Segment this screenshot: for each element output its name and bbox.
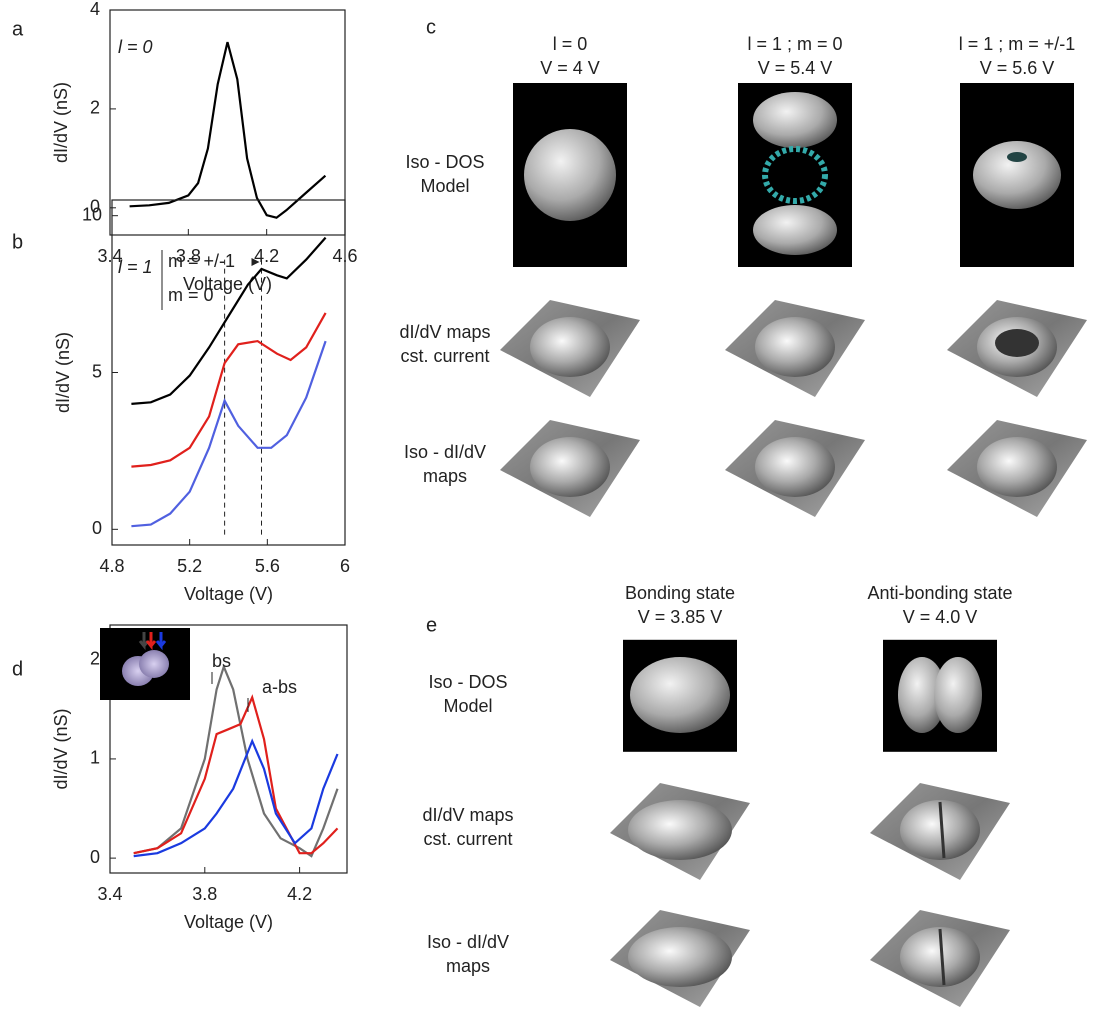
lobe [753,92,837,148]
map-hole [995,329,1039,357]
column-voltage: V = 3.85 V [638,607,723,627]
column-title: Bonding state [625,583,735,603]
data-line [134,697,338,853]
lobe [934,657,982,733]
annotation: m = 0 [168,285,214,305]
column-title: l = 1 ; m = 0 [747,34,842,54]
column-title: Anti-bonding state [867,583,1012,603]
y-axis-label: dI/dV (nS) [51,82,71,163]
row-label: cst. current [400,346,489,366]
y-tick-label: 0 [92,518,102,538]
y-tick-label: 10 [82,204,102,224]
row-label: Iso - DOS [405,152,484,172]
x-axis-label: Voltage (V) [184,912,273,932]
y-tick-label: 2 [90,648,100,668]
panel-label: c [426,16,436,38]
row-label: maps [423,466,467,486]
y-tick-label: 0 [90,847,100,867]
data-line [130,42,326,218]
map-bump [530,317,610,377]
lobe [630,657,730,733]
x-tick-label: 5.6 [255,556,280,576]
map-bump [755,317,835,377]
column-title: l = 0 [553,34,588,54]
map-bump [530,437,610,497]
y-axis-label: dI/dV (nS) [53,332,73,413]
column-voltage: V = 5.6 V [980,58,1055,78]
y-tick-label: 2 [90,98,100,118]
figure: a3.43.84.24.6024Voltage (V)dI/dV (nS)l =… [0,0,1119,1011]
annotation: bs [212,651,231,671]
x-tick-label: 4.8 [99,556,124,576]
annotation: l = 1 [118,257,153,277]
hole [1007,152,1027,162]
row-label: maps [446,956,490,976]
row-label: dI/dV maps [399,322,490,342]
row-label: Iso - dI/dV [404,442,486,462]
map-bump [628,927,732,987]
row-label: Model [420,176,469,196]
x-tick-label: 3.4 [97,884,122,904]
row-label: dI/dV maps [422,805,513,825]
lobe [524,129,616,221]
panel-label: d [12,658,23,680]
data-line [131,313,325,467]
y-tick-label: 4 [90,0,100,19]
data-line [134,741,338,856]
column-voltage: V = 4.0 V [903,607,978,627]
annotation: a-bs [262,677,297,697]
map-bump [628,800,732,860]
data-line [131,341,325,526]
row-label: Iso - dI/dV [427,932,509,952]
annotation: m = +/-1 [168,251,235,271]
row-label: cst. current [423,829,512,849]
row-label: Model [443,696,492,716]
annotation: l = 0 [118,37,153,57]
row-label: Iso - DOS [428,672,507,692]
lobe [753,205,837,255]
lobe [973,141,1061,209]
y-tick-label: 1 [90,748,100,768]
panel-label: a [12,18,24,40]
x-tick-label: 6 [340,556,350,576]
y-axis-label: dI/dV (nS) [51,708,71,789]
panel-label: e [426,614,437,636]
inset-blob [139,650,169,678]
x-tick-label: 3.8 [192,884,217,904]
x-tick-label: 5.2 [177,556,202,576]
y-tick-label: 5 [92,361,102,381]
x-tick-label: 4.2 [287,884,312,904]
panel-label: b [12,231,23,253]
map-bump [977,437,1057,497]
x-axis-label: Voltage (V) [184,584,273,604]
column-voltage: V = 5.4 V [758,58,833,78]
column-voltage: V = 4 V [540,58,600,78]
column-title: l = 1 ; m = +/-1 [959,34,1076,54]
map-bump [755,437,835,497]
